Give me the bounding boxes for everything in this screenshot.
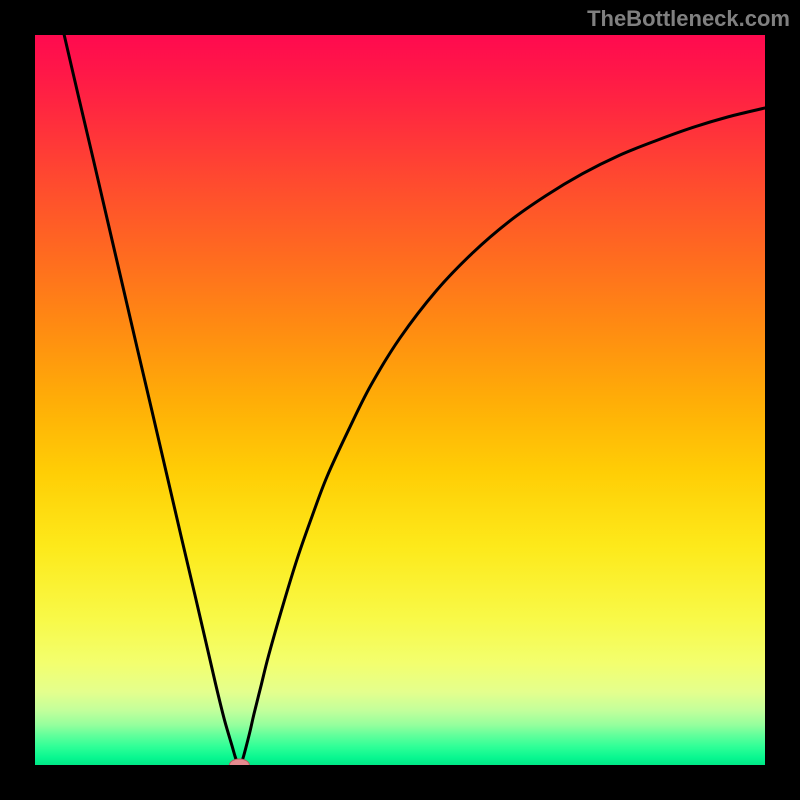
gradient-background — [35, 35, 765, 765]
chart-container: TheBottleneck.com — [0, 0, 800, 800]
watermark-text: TheBottleneck.com — [587, 6, 790, 32]
gradient-v-curve-chart — [35, 35, 765, 765]
